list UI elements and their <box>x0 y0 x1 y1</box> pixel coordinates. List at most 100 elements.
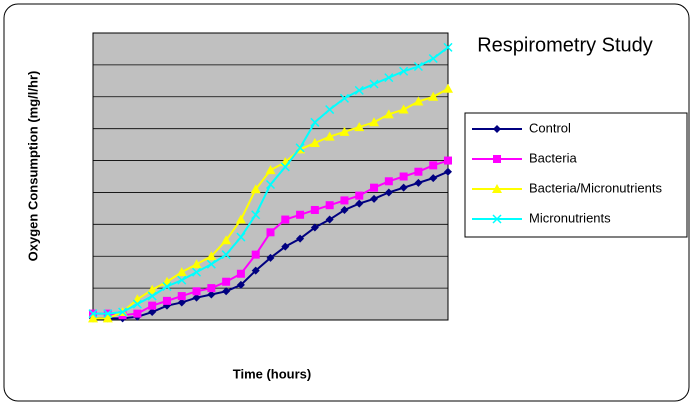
plot-border <box>92 32 449 321</box>
marker <box>310 205 319 214</box>
marker <box>399 66 409 76</box>
marker <box>325 105 335 115</box>
marker <box>428 53 438 64</box>
marker <box>133 309 142 318</box>
marker <box>309 138 320 148</box>
marker <box>384 188 393 197</box>
marker <box>207 284 216 293</box>
marker <box>444 156 452 165</box>
marker <box>118 307 128 317</box>
marker <box>354 85 364 95</box>
marker <box>265 165 276 175</box>
marker <box>428 91 439 101</box>
marker <box>191 259 202 269</box>
marker <box>399 183 408 192</box>
marker <box>192 267 202 277</box>
marker <box>370 183 379 192</box>
legend-label: Bacteria <box>529 150 577 165</box>
marker <box>295 143 305 153</box>
marker <box>236 269 245 278</box>
marker <box>206 251 217 261</box>
marker <box>221 235 232 245</box>
marker <box>222 287 231 296</box>
marker <box>493 125 501 133</box>
marker <box>266 253 275 262</box>
marker <box>325 201 334 210</box>
marker <box>383 109 394 119</box>
marker <box>384 73 394 83</box>
marker <box>339 126 350 136</box>
marker <box>369 79 379 89</box>
marker <box>354 122 365 132</box>
marker <box>398 104 409 114</box>
marker <box>325 215 334 224</box>
plot-area <box>93 33 448 320</box>
marker <box>207 290 216 299</box>
marker <box>266 228 275 237</box>
marker <box>192 287 201 296</box>
marker <box>102 313 113 323</box>
legend-label: Control <box>529 120 571 135</box>
marker <box>370 194 379 203</box>
y-axis-label: Oxygen Consumption (mg/l/hr) <box>25 71 40 262</box>
marker <box>147 291 157 301</box>
marker <box>443 42 453 52</box>
marker <box>355 199 364 208</box>
marker <box>88 313 98 323</box>
marker <box>384 177 393 186</box>
marker <box>265 179 276 190</box>
marker <box>177 298 186 307</box>
marker <box>132 299 142 309</box>
marker <box>235 214 246 224</box>
marker <box>177 275 187 285</box>
marker <box>296 234 305 243</box>
legend <box>464 112 688 238</box>
marker <box>443 83 453 93</box>
marker <box>251 210 261 220</box>
marker <box>492 184 502 193</box>
marker <box>222 277 231 286</box>
marker <box>310 223 319 232</box>
marker <box>324 131 335 141</box>
marker <box>176 267 187 277</box>
marker <box>281 242 290 251</box>
legend-label: Micronutrients <box>529 210 611 225</box>
marker <box>250 184 261 194</box>
marker <box>88 309 98 319</box>
marker <box>429 174 438 183</box>
marker <box>310 117 320 127</box>
marker <box>236 280 245 289</box>
marker <box>251 250 260 259</box>
marker <box>340 205 349 214</box>
marker <box>414 167 423 176</box>
marker <box>251 266 260 275</box>
marker <box>148 301 157 310</box>
marker <box>192 293 201 302</box>
marker <box>236 232 246 242</box>
marker <box>281 215 290 224</box>
marker <box>162 296 171 305</box>
marker <box>444 167 452 176</box>
marker <box>355 191 364 200</box>
x-axis-label: Time (hours) <box>233 366 312 381</box>
marker <box>414 178 423 187</box>
marker <box>221 250 231 260</box>
marker <box>493 155 501 163</box>
marker <box>147 284 158 294</box>
marker <box>296 210 305 219</box>
marker <box>339 93 349 103</box>
marker <box>413 61 423 72</box>
legend-label: Bacteria/Micronutrients <box>529 180 662 195</box>
marker <box>177 292 186 301</box>
marker <box>103 309 113 319</box>
marker <box>369 117 380 127</box>
marker <box>280 162 290 172</box>
marker <box>492 214 502 224</box>
marker <box>429 161 438 170</box>
marker <box>413 96 424 106</box>
marker <box>399 172 408 181</box>
marker <box>162 281 172 292</box>
marker <box>148 308 157 317</box>
marker <box>206 259 216 269</box>
